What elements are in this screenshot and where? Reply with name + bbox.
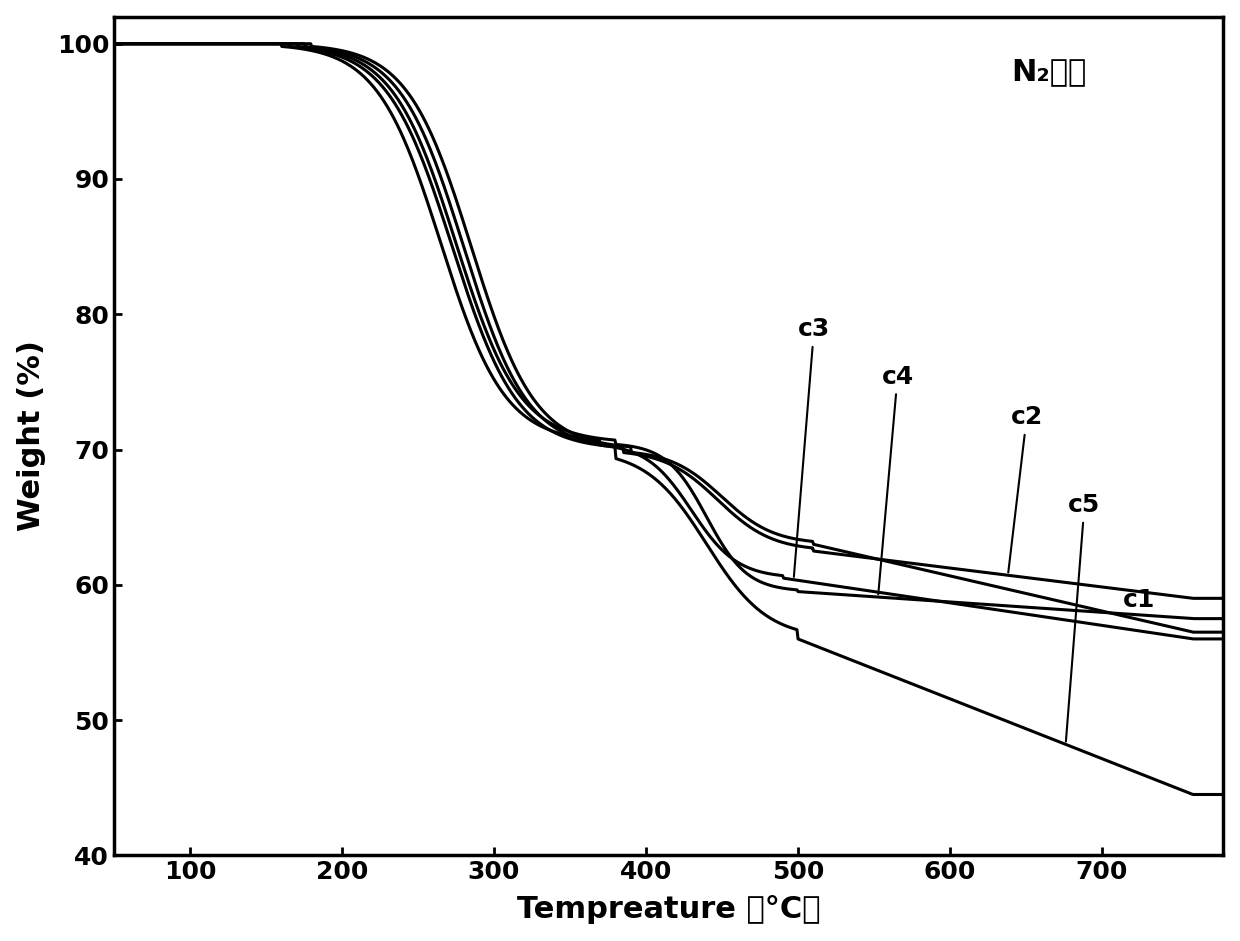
- Text: c5: c5: [1066, 493, 1101, 742]
- Text: c3: c3: [794, 317, 830, 577]
- Y-axis label: Weight (%): Weight (%): [16, 341, 46, 532]
- Text: N₂氛围: N₂氛围: [1012, 57, 1086, 87]
- X-axis label: Tempreature （°C）: Tempreature （°C）: [517, 895, 821, 924]
- Text: c1: c1: [1120, 588, 1156, 615]
- Text: c2: c2: [1008, 406, 1043, 572]
- Text: c4: c4: [878, 365, 914, 595]
